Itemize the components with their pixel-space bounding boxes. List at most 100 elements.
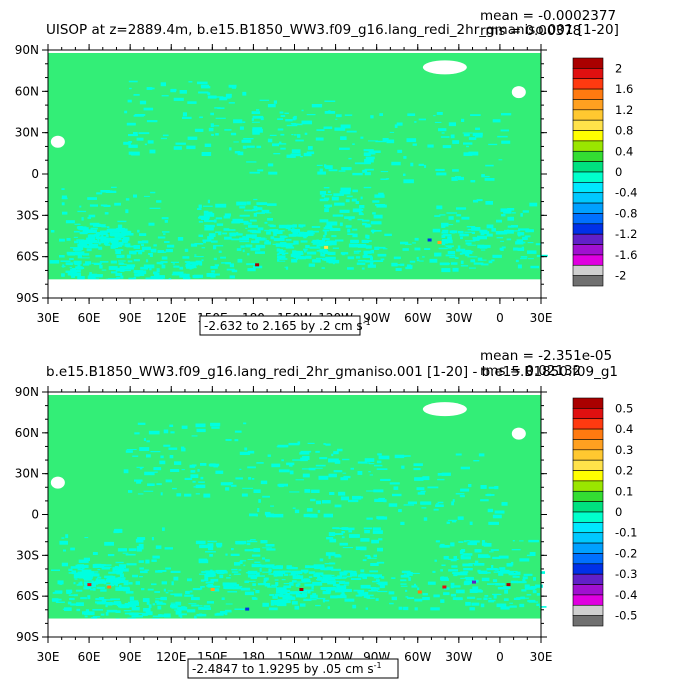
field-cell: [372, 530, 383, 534]
field-cell: [462, 553, 473, 556]
field-cell: [463, 568, 473, 571]
field-cell: [215, 203, 227, 208]
field-cell: [500, 240, 504, 242]
field-cell: [126, 254, 131, 259]
field-cell: [481, 259, 487, 261]
field-cell: [400, 585, 408, 587]
field-cell: [468, 151, 479, 156]
field-cell: [253, 489, 261, 493]
field-cell: [61, 195, 67, 200]
field-cell: [205, 570, 215, 573]
field-cell: [495, 231, 506, 235]
field-cell: [357, 243, 367, 248]
field-cell: [459, 233, 469, 237]
field-cell: [128, 141, 132, 143]
field-cell: [377, 547, 383, 552]
field-cell: [132, 455, 139, 457]
field-cell: [350, 572, 358, 577]
field-cell: [146, 601, 150, 605]
field-cell: [462, 563, 473, 567]
field-cell: [414, 477, 424, 481]
field-cell: [100, 231, 108, 235]
field-cell: [239, 206, 246, 209]
field-cell: [389, 131, 395, 133]
field-cell: [98, 242, 101, 245]
field-cell: [259, 99, 270, 101]
field-cell: [284, 266, 287, 268]
field-cell: [160, 492, 163, 496]
field-cell: [277, 118, 283, 120]
field-cell: [460, 556, 471, 560]
field-cell: [68, 594, 77, 596]
field-cell: [507, 571, 514, 574]
field-cell: [208, 463, 220, 467]
field-cell: [110, 245, 116, 249]
colorbar-label: -1.2: [615, 227, 637, 241]
field-cell: [347, 233, 354, 235]
field-cell: [278, 143, 287, 145]
field-cell: [378, 538, 383, 541]
field-cell: [66, 251, 77, 255]
field-cell: [488, 486, 495, 489]
field-cell: [51, 569, 60, 571]
field-cell: [138, 560, 144, 563]
field-cell: [123, 141, 131, 145]
field-cell: [134, 114, 146, 116]
field-cell: [167, 590, 173, 592]
colorbar-swatch: [572, 275, 604, 287]
field-cell: [73, 582, 76, 585]
field-cell: [170, 89, 177, 93]
field-cell: [95, 598, 102, 601]
field-cell: [160, 261, 168, 264]
field-cell: [492, 254, 502, 258]
land-mask: [422, 402, 467, 417]
field-cell: [242, 236, 246, 238]
field-cell: [414, 237, 419, 241]
field-cell: [341, 167, 352, 171]
field-cell: [94, 581, 100, 584]
field-cell: [112, 578, 122, 580]
field-cell: [519, 603, 525, 608]
x-tick-label: 30W: [445, 650, 472, 664]
field-cell: [253, 207, 263, 211]
field-cell: [291, 601, 298, 605]
field-cell: [465, 601, 471, 606]
field-cell: [523, 597, 529, 599]
field-cell: [172, 263, 175, 265]
field-cell: [134, 606, 137, 609]
field-cell: [247, 268, 256, 272]
field-cell: [276, 253, 280, 256]
field-cell: [251, 478, 255, 480]
field-cell: [364, 159, 374, 163]
field-cell: [76, 602, 84, 606]
field-cell: [90, 227, 98, 230]
field-cell: [373, 230, 382, 232]
field-cell: [285, 596, 296, 600]
field-cell: [185, 264, 191, 267]
field-cell: [358, 213, 364, 216]
field-cell: [93, 588, 96, 591]
field-cell: [316, 597, 326, 600]
field-cell: [234, 233, 243, 236]
field-cell: [184, 248, 189, 252]
field-cell: [106, 240, 110, 244]
field-cell: [334, 533, 344, 535]
field-cell: [252, 597, 258, 600]
field-cell: [342, 576, 348, 578]
field-cell: [370, 221, 382, 225]
field-cell: [242, 121, 246, 123]
field-cell: [277, 444, 289, 448]
colorbar-label: 1.2: [615, 103, 633, 117]
field-cell: [418, 163, 424, 166]
field-cell: [305, 255, 312, 259]
field-cell: [357, 589, 365, 594]
field-cell: [300, 450, 312, 453]
field-cell: [512, 570, 518, 573]
field-cell: [461, 118, 465, 122]
field-cell: [328, 458, 339, 463]
field-cell: [498, 572, 504, 576]
field-cell: [522, 579, 526, 582]
field-cell: [143, 438, 146, 441]
field-cell: [339, 542, 348, 546]
field-cell: [170, 570, 181, 573]
